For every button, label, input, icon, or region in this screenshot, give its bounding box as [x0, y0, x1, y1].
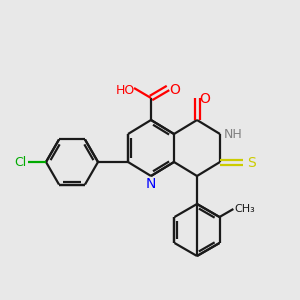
Text: HO: HO — [116, 83, 135, 97]
Text: CH₃: CH₃ — [234, 204, 255, 214]
Text: O: O — [169, 83, 180, 97]
Text: S: S — [247, 156, 255, 170]
Text: Cl: Cl — [14, 157, 26, 169]
Text: N: N — [146, 177, 156, 191]
Text: NH: NH — [224, 128, 242, 140]
Text: O: O — [200, 92, 210, 106]
